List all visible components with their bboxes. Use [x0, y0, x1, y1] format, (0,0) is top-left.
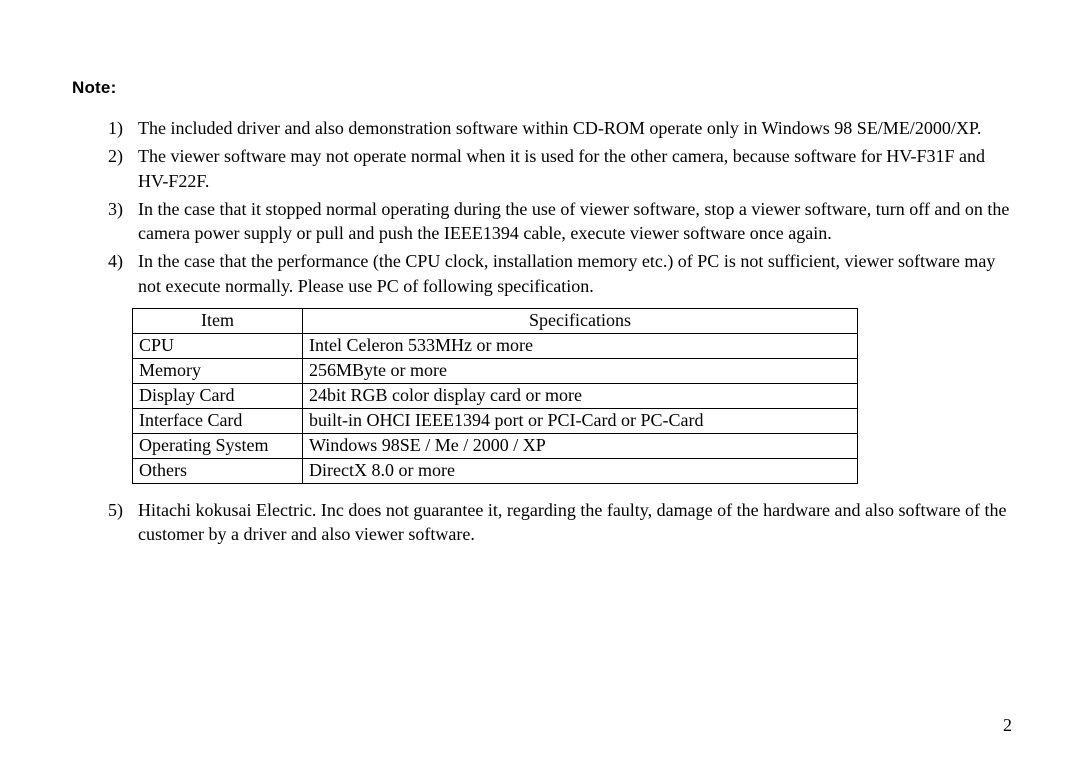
table-row: Interface Card built-in OHCI IEEE1394 po…	[133, 409, 858, 434]
table-cell-spec: 24bit RGB color display card or more	[303, 384, 858, 409]
note-text: The included driver and also demonstrati…	[138, 118, 981, 138]
table-cell-item: Operating System	[133, 434, 303, 459]
table-cell-item: Interface Card	[133, 409, 303, 434]
note-text: Hitachi kokusai Electric. Inc does not g…	[138, 500, 1007, 544]
table-cell-item: CPU	[133, 334, 303, 359]
note-text: In the case that the performance (the CP…	[138, 251, 995, 295]
note-heading: Note	[72, 78, 1012, 98]
table-cell-spec: 256MByte or more	[303, 359, 858, 384]
note-list-continued: 5 Hitachi kokusai Electric. Inc does not…	[72, 498, 1012, 547]
page-number: 2	[1003, 715, 1012, 736]
table-cell-item: Memory	[133, 359, 303, 384]
table-cell-spec: DirectX 8.0 or more	[303, 459, 858, 484]
table-row: Memory 256MByte or more	[133, 359, 858, 384]
note-number: 3	[108, 197, 123, 221]
note-item: 5 Hitachi kokusai Electric. Inc does not…	[108, 498, 1012, 547]
note-number: 4	[108, 249, 123, 273]
table-row: Operating System Windows 98SE / Me / 200…	[133, 434, 858, 459]
table-row: Display Card 24bit RGB color display car…	[133, 384, 858, 409]
table-header-spec: Specifications	[303, 309, 858, 334]
table-cell-spec: Intel Celeron 533MHz or more	[303, 334, 858, 359]
note-item: 2 The viewer software may not operate no…	[108, 144, 1012, 193]
note-number: 2	[108, 144, 123, 168]
note-item: 1 The included driver and also demonstra…	[108, 116, 1012, 140]
spec-table: Item Specifications CPU Intel Celeron 53…	[132, 308, 858, 484]
table-cell-spec: built-in OHCI IEEE1394 port or PCI-Card …	[303, 409, 858, 434]
table-cell-spec: Windows 98SE / Me / 2000 / XP	[303, 434, 858, 459]
note-number: 5	[108, 498, 123, 522]
note-item: 3 In the case that it stopped normal ope…	[108, 197, 1012, 246]
note-number: 1	[108, 116, 123, 140]
note-text: The viewer software may not operate norm…	[138, 146, 985, 190]
table-header-item: Item	[133, 309, 303, 334]
table-row: Others DirectX 8.0 or more	[133, 459, 858, 484]
table-cell-item: Display Card	[133, 384, 303, 409]
table-cell-item: Others	[133, 459, 303, 484]
table-header-row: Item Specifications	[133, 309, 858, 334]
note-list: 1 The included driver and also demonstra…	[72, 116, 1012, 298]
note-text: In the case that it stopped normal opera…	[138, 199, 1009, 243]
table-row: CPU Intel Celeron 533MHz or more	[133, 334, 858, 359]
note-item: 4 In the case that the performance (the …	[108, 249, 1012, 298]
